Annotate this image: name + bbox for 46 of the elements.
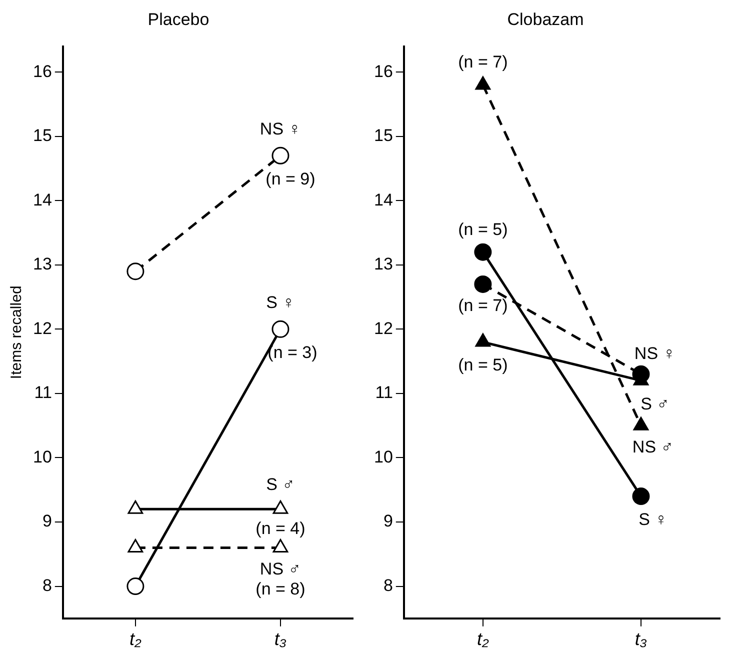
chart-title: Placebo [148, 10, 210, 29]
annotation: (n = 5) [458, 356, 508, 375]
y-tick-label: 11 [34, 383, 52, 402]
y-axis-title: Items recalled [8, 286, 26, 380]
y-tick-label: 12 [374, 318, 393, 338]
y-tick-label: 10 [32, 447, 52, 466]
chart-title: Clobazam [507, 10, 584, 29]
series-label: S ♀ [266, 292, 295, 312]
y-tick-label: 16 [32, 62, 52, 81]
annotation: (n = 8) [256, 579, 306, 598]
y-tick-label: 9 [42, 512, 52, 531]
y-tick-label: 13 [374, 254, 393, 274]
point [632, 488, 650, 506]
series-label: S ♂ [640, 394, 670, 414]
y-tick-label: 10 [374, 447, 393, 466]
y-tick-label: 14 [374, 190, 393, 210]
y-tick-label: 11 [375, 383, 393, 402]
y-tick-label: 16 [374, 62, 393, 81]
y-tick-label: 8 [383, 576, 393, 595]
point [272, 146, 290, 164]
annotation: (n = 7) [458, 52, 508, 72]
series-label: NS ♀ [260, 119, 302, 138]
series-label: S ♀ [638, 510, 668, 529]
x-tick-label: t₃ [634, 629, 648, 650]
annotation: (n = 9) [266, 169, 316, 188]
series-label: NS ♂ [260, 559, 302, 578]
point [474, 243, 492, 261]
x-tick-label: t₂ [129, 629, 142, 650]
annotation: (n = 7) [458, 296, 508, 315]
y-tick-label: 14 [32, 190, 52, 210]
x-tick-label: t₂ [476, 629, 489, 650]
point [272, 320, 290, 338]
point [126, 262, 144, 280]
y-tick-label: 15 [374, 126, 393, 146]
x-tick-label: t₃ [274, 629, 287, 650]
y-tick-label: 12 [32, 318, 52, 338]
y-tick-label: 8 [42, 576, 52, 595]
y-tick-label: 15 [32, 126, 52, 146]
series-label: S ♂ [266, 474, 295, 494]
series-label: NS ♀ [634, 344, 676, 363]
y-tick-label: 9 [383, 512, 393, 531]
y-tick-label: 13 [32, 254, 52, 274]
annotation: (n = 5) [458, 220, 508, 239]
point [474, 275, 492, 293]
series-label: NS ♂ [632, 437, 674, 456]
annotation: (n = 4) [256, 518, 306, 538]
